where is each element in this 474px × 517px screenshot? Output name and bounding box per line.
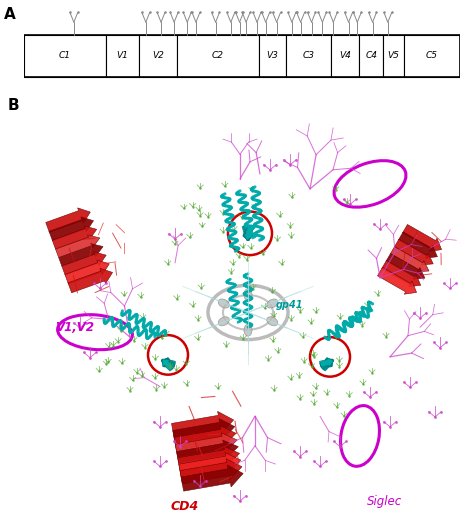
FancyArrow shape <box>319 358 334 368</box>
Ellipse shape <box>218 299 229 308</box>
Bar <box>331 35 359 77</box>
FancyArrow shape <box>179 452 241 477</box>
FancyArrow shape <box>68 268 112 293</box>
Text: C5: C5 <box>426 51 438 60</box>
Bar <box>258 35 286 77</box>
Text: C1: C1 <box>59 51 71 60</box>
Text: V3: V3 <box>266 51 278 60</box>
FancyArrow shape <box>242 225 252 240</box>
FancyArrow shape <box>386 253 425 279</box>
FancyArrow shape <box>55 235 100 257</box>
FancyArrow shape <box>174 425 236 450</box>
FancyArrow shape <box>319 358 334 367</box>
FancyArrow shape <box>178 446 239 470</box>
FancyArrow shape <box>402 224 442 251</box>
Bar <box>383 35 404 77</box>
FancyArrow shape <box>320 358 334 369</box>
Bar <box>139 35 176 77</box>
Text: V2: V2 <box>152 51 164 60</box>
Text: V5: V5 <box>388 51 400 60</box>
Text: gp41: gp41 <box>276 300 303 311</box>
Ellipse shape <box>267 317 278 326</box>
Ellipse shape <box>223 295 273 330</box>
FancyArrow shape <box>175 433 237 457</box>
FancyArrow shape <box>161 358 175 367</box>
FancyArrow shape <box>161 358 175 368</box>
Text: V1,V2: V1,V2 <box>55 321 94 334</box>
Bar <box>176 35 258 77</box>
FancyArrow shape <box>162 359 175 370</box>
FancyArrow shape <box>394 239 433 265</box>
FancyArrow shape <box>321 359 333 371</box>
Ellipse shape <box>218 317 229 326</box>
FancyArrow shape <box>162 358 175 369</box>
Text: CD4: CD4 <box>171 500 199 513</box>
FancyArrow shape <box>65 260 109 284</box>
Text: A: A <box>4 7 16 22</box>
Text: V1: V1 <box>117 51 128 60</box>
FancyArrow shape <box>180 459 242 484</box>
Ellipse shape <box>244 324 252 336</box>
FancyArrow shape <box>243 225 253 240</box>
Bar <box>359 35 383 77</box>
FancyArrow shape <box>377 267 417 294</box>
Ellipse shape <box>244 288 252 300</box>
FancyArrow shape <box>181 465 243 491</box>
FancyArrow shape <box>62 252 106 275</box>
Ellipse shape <box>267 299 278 308</box>
Text: C4: C4 <box>365 51 377 60</box>
Bar <box>106 35 139 77</box>
Text: C3: C3 <box>303 51 315 60</box>
Bar <box>286 35 331 77</box>
FancyArrow shape <box>46 208 91 233</box>
FancyArrow shape <box>59 244 103 266</box>
FancyArrow shape <box>244 225 254 240</box>
FancyArrow shape <box>162 359 174 371</box>
Bar <box>24 35 106 77</box>
FancyArrow shape <box>173 419 235 444</box>
FancyArrow shape <box>49 217 93 241</box>
Text: V4: V4 <box>339 51 351 60</box>
Text: C2: C2 <box>211 51 224 60</box>
Text: B: B <box>8 98 19 113</box>
FancyArrow shape <box>382 261 421 287</box>
FancyArrow shape <box>243 225 253 240</box>
FancyArrow shape <box>399 232 438 258</box>
FancyArrow shape <box>52 226 97 249</box>
Bar <box>404 35 460 77</box>
FancyArrow shape <box>391 247 429 271</box>
Bar <box>24 35 460 77</box>
FancyArrow shape <box>172 412 234 437</box>
FancyArrow shape <box>243 225 253 240</box>
Text: Siglec: Siglec <box>367 495 402 508</box>
FancyArrow shape <box>176 440 238 463</box>
FancyArrow shape <box>320 359 333 370</box>
